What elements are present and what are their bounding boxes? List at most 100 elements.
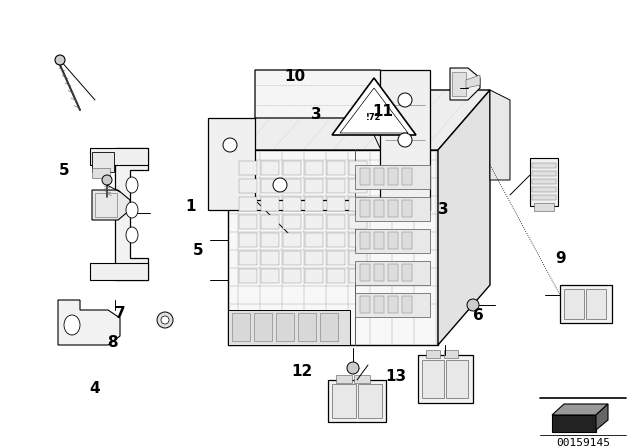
Bar xyxy=(332,384,356,418)
Bar xyxy=(283,197,301,211)
Bar xyxy=(239,215,257,229)
Circle shape xyxy=(273,178,287,192)
Bar xyxy=(327,197,345,211)
Bar xyxy=(374,264,384,281)
Bar xyxy=(402,200,412,217)
Polygon shape xyxy=(332,78,416,135)
Bar xyxy=(305,233,323,247)
Bar xyxy=(92,168,110,178)
Bar xyxy=(374,232,384,249)
Circle shape xyxy=(398,93,412,107)
Bar xyxy=(254,313,272,341)
Bar xyxy=(532,171,556,176)
Text: 5: 5 xyxy=(59,163,69,178)
Bar xyxy=(446,360,468,398)
Bar xyxy=(305,251,323,265)
Bar xyxy=(349,179,367,193)
Bar xyxy=(360,296,370,313)
Bar xyxy=(532,195,556,200)
Circle shape xyxy=(398,168,412,182)
Bar xyxy=(388,264,398,281)
Bar xyxy=(402,264,412,281)
Bar xyxy=(327,161,345,175)
Bar xyxy=(354,375,370,383)
Bar xyxy=(532,187,556,192)
Polygon shape xyxy=(90,263,148,280)
Bar xyxy=(444,350,458,358)
Bar xyxy=(261,215,279,229)
Bar xyxy=(349,161,367,175)
Text: 10: 10 xyxy=(284,69,305,84)
Bar xyxy=(426,350,440,358)
Bar xyxy=(360,232,370,249)
Bar xyxy=(374,168,384,185)
Bar xyxy=(336,375,352,383)
Bar xyxy=(232,313,250,341)
Polygon shape xyxy=(228,90,490,150)
Polygon shape xyxy=(450,68,480,100)
Bar xyxy=(95,193,117,217)
Text: 3: 3 xyxy=(438,202,448,217)
Bar xyxy=(261,197,279,211)
Polygon shape xyxy=(92,190,130,220)
Polygon shape xyxy=(90,148,148,165)
Bar xyxy=(402,168,412,185)
Ellipse shape xyxy=(126,227,138,243)
Bar xyxy=(355,229,430,253)
Polygon shape xyxy=(208,118,380,210)
Polygon shape xyxy=(466,75,480,88)
Bar xyxy=(239,197,257,211)
Bar xyxy=(530,158,558,206)
Circle shape xyxy=(157,312,173,328)
Text: 9: 9 xyxy=(556,251,566,267)
Bar xyxy=(261,233,279,247)
Bar xyxy=(283,233,301,247)
Bar xyxy=(349,215,367,229)
Bar xyxy=(374,200,384,217)
Bar xyxy=(586,289,606,319)
Polygon shape xyxy=(380,70,430,210)
Bar xyxy=(355,293,430,317)
Bar xyxy=(422,360,444,398)
Text: 7: 7 xyxy=(115,306,125,321)
Bar xyxy=(305,269,323,283)
Text: 1: 1 xyxy=(186,198,196,214)
Bar xyxy=(92,152,114,172)
Text: 8: 8 xyxy=(107,335,117,350)
Bar xyxy=(305,215,323,229)
Polygon shape xyxy=(228,310,350,345)
Polygon shape xyxy=(452,72,466,96)
Text: 3: 3 xyxy=(312,107,322,122)
Bar xyxy=(560,285,612,323)
Ellipse shape xyxy=(126,177,138,193)
Polygon shape xyxy=(228,150,438,345)
Bar xyxy=(327,179,345,193)
Circle shape xyxy=(347,362,359,374)
Bar xyxy=(388,168,398,185)
Bar xyxy=(349,251,367,265)
Bar xyxy=(239,179,257,193)
Bar xyxy=(239,269,257,283)
Polygon shape xyxy=(58,300,120,345)
Bar xyxy=(239,251,257,265)
Bar xyxy=(298,313,316,341)
Bar xyxy=(261,269,279,283)
Bar xyxy=(305,161,323,175)
Bar xyxy=(283,161,301,175)
Bar xyxy=(283,215,301,229)
Polygon shape xyxy=(490,90,510,180)
Bar xyxy=(534,203,554,211)
Bar xyxy=(349,197,367,211)
Ellipse shape xyxy=(126,202,138,218)
Text: !72: !72 xyxy=(366,113,381,122)
Text: 12: 12 xyxy=(291,364,313,379)
Bar xyxy=(261,251,279,265)
Circle shape xyxy=(55,55,65,65)
Bar xyxy=(283,179,301,193)
Text: 6: 6 xyxy=(474,308,484,323)
Polygon shape xyxy=(115,148,148,280)
Bar xyxy=(402,232,412,249)
Bar xyxy=(349,269,367,283)
Bar xyxy=(305,197,323,211)
Bar xyxy=(418,355,473,403)
